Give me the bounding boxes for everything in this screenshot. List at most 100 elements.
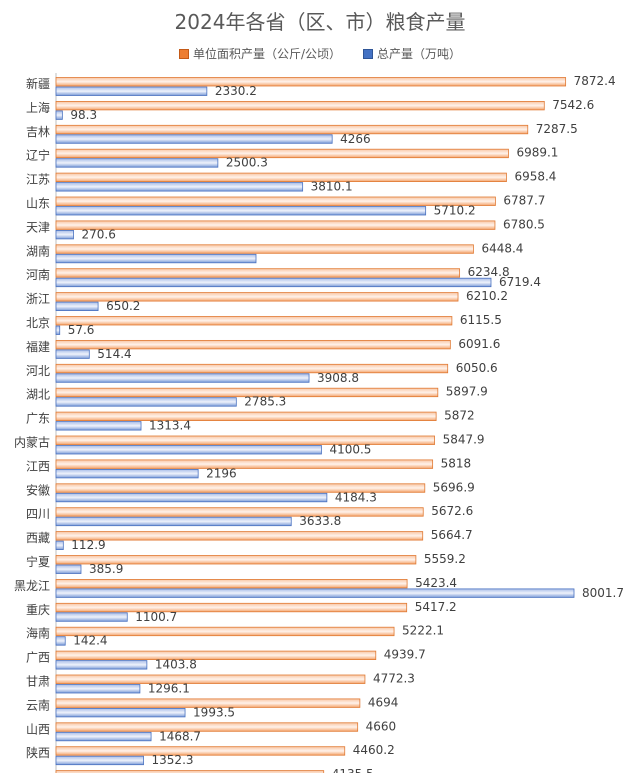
category-label: 山东: [26, 197, 50, 211]
data-label-output: 385.9: [89, 562, 123, 576]
data-label-yield: 6050.6: [456, 361, 498, 375]
data-label-yield: 4772.3: [373, 672, 415, 686]
data-label-yield: 6091.6: [458, 337, 500, 351]
bar-yield: [55, 77, 567, 87]
bar-output: [55, 468, 199, 479]
bar-marks: 新疆 7872.4 2330.2 上海 7542.6 98.3 吉林 7287.5 4266 辽宁…: [14, 73, 624, 773]
data-label-output: 4100.5: [329, 443, 371, 457]
category-label: 江西: [26, 459, 50, 473]
data-label-yield: 5897.9: [446, 385, 488, 399]
data-label-yield: 5872: [444, 409, 475, 423]
bar-yield: [55, 411, 437, 422]
data-label-output: 2500.3: [226, 156, 268, 170]
data-label-yield: 6787.7: [503, 194, 545, 208]
data-label-output: 1100.7: [135, 610, 177, 624]
data-label-yield-partial: 4135.5: [332, 767, 374, 773]
bar-yield: [55, 316, 453, 326]
data-label-yield: 4660: [366, 719, 397, 733]
category-label: 湖北: [26, 387, 50, 402]
bar-yield: [55, 196, 496, 206]
data-label-yield: 7542.6: [552, 98, 594, 112]
category-label: 吉林: [26, 125, 50, 139]
category-label: 内蒙古: [14, 435, 50, 450]
data-label-output: 3908.8: [317, 371, 359, 385]
data-label-output: 3810.1: [311, 180, 353, 194]
legend-item-output: 总产量（万吨）: [363, 45, 461, 62]
category-label: 新疆: [26, 76, 50, 91]
data-label-output: 8001.7: [582, 586, 624, 600]
category-label: 上海: [26, 100, 50, 115]
category-label: 西藏: [26, 531, 50, 545]
data-label-output: 1403.8: [155, 658, 197, 672]
bar-yield: [55, 387, 439, 398]
bar-output: [55, 229, 74, 240]
data-label-yield: 5672.6: [431, 504, 473, 518]
bar-output: [55, 540, 64, 550]
bar-output: [55, 253, 257, 264]
category-label: 天津: [26, 220, 50, 234]
data-label-output: 57.6: [68, 323, 95, 337]
bar-output: [55, 684, 141, 694]
category-label: 湖南: [26, 243, 50, 258]
data-label-yield: 5559.2: [424, 552, 466, 566]
data-label-yield: 4939.7: [384, 648, 426, 662]
data-label-output: 2330.2: [215, 84, 257, 98]
legend-swatch-output: [363, 48, 374, 59]
bar-output: [55, 277, 492, 288]
bar-output: [55, 182, 304, 192]
bar-output: [55, 708, 186, 718]
bar-yield-partial: [55, 770, 325, 773]
data-label-yield: 4694: [368, 695, 399, 709]
bar-output: [55, 421, 142, 431]
data-label-yield: 5696.9: [433, 480, 475, 494]
data-label-yield: 6448.4: [481, 241, 523, 255]
data-label-output: 112.9: [71, 538, 105, 552]
bar-yield: [55, 746, 346, 756]
data-label-output: 142.4: [73, 634, 107, 648]
data-label-output: 1993.5: [193, 705, 235, 719]
bar-output: [55, 373, 310, 383]
bar-yield: [55, 435, 435, 445]
bar-output: [55, 492, 328, 503]
category-label: 广西: [26, 651, 50, 665]
bar-yield: [55, 602, 408, 613]
data-label-yield: 7287.5: [536, 122, 578, 136]
bar-yield: [55, 363, 449, 374]
data-label-output: 4184.3: [335, 490, 377, 504]
legend-label-output: 总产量（万吨）: [377, 47, 462, 61]
category-label: 陕西: [26, 745, 50, 760]
category-label: 山西: [26, 722, 50, 736]
bar-output: [55, 612, 128, 622]
category-label: 海南: [26, 626, 50, 641]
bar-output: [55, 445, 322, 455]
bar-yield: [55, 483, 426, 493]
legend-swatch-yield: [178, 48, 189, 59]
legend-item-yield: 单位面积产量（公斤/公顷）: [178, 45, 341, 62]
category-label: 河北: [26, 364, 50, 378]
bar-output: [55, 755, 144, 766]
legend: 单位面积产量（公斤/公顷） 总产量（万吨）: [0, 45, 640, 62]
bar-yield: [55, 459, 434, 469]
category-label: 甘肃: [26, 675, 50, 689]
category-label: 北京: [26, 316, 50, 330]
category-label: 辽宁: [26, 148, 50, 163]
bar-yield: [55, 531, 424, 541]
data-label-yield: 6780.5: [503, 217, 545, 231]
category-label: 福建: [26, 339, 50, 354]
category-label: 江苏: [26, 173, 50, 187]
data-label-yield: 6115.5: [460, 313, 502, 327]
data-label-output: 4266: [340, 132, 371, 146]
category-label: 重庆: [26, 603, 50, 617]
data-label-yield: 7872.4: [574, 74, 616, 88]
data-label-output: 2785.3: [244, 395, 286, 409]
category-label: 黑龙江: [14, 579, 50, 593]
bar-yield: [55, 268, 461, 278]
category-label: 四川: [26, 507, 50, 521]
bar-yield: [55, 698, 361, 708]
bar-yield: [55, 244, 474, 254]
data-label-output: 650.2: [106, 299, 140, 313]
bar-yield: [55, 172, 507, 183]
data-label-output: 514.4: [97, 347, 131, 361]
data-label-yield: 4460.2: [353, 743, 395, 757]
